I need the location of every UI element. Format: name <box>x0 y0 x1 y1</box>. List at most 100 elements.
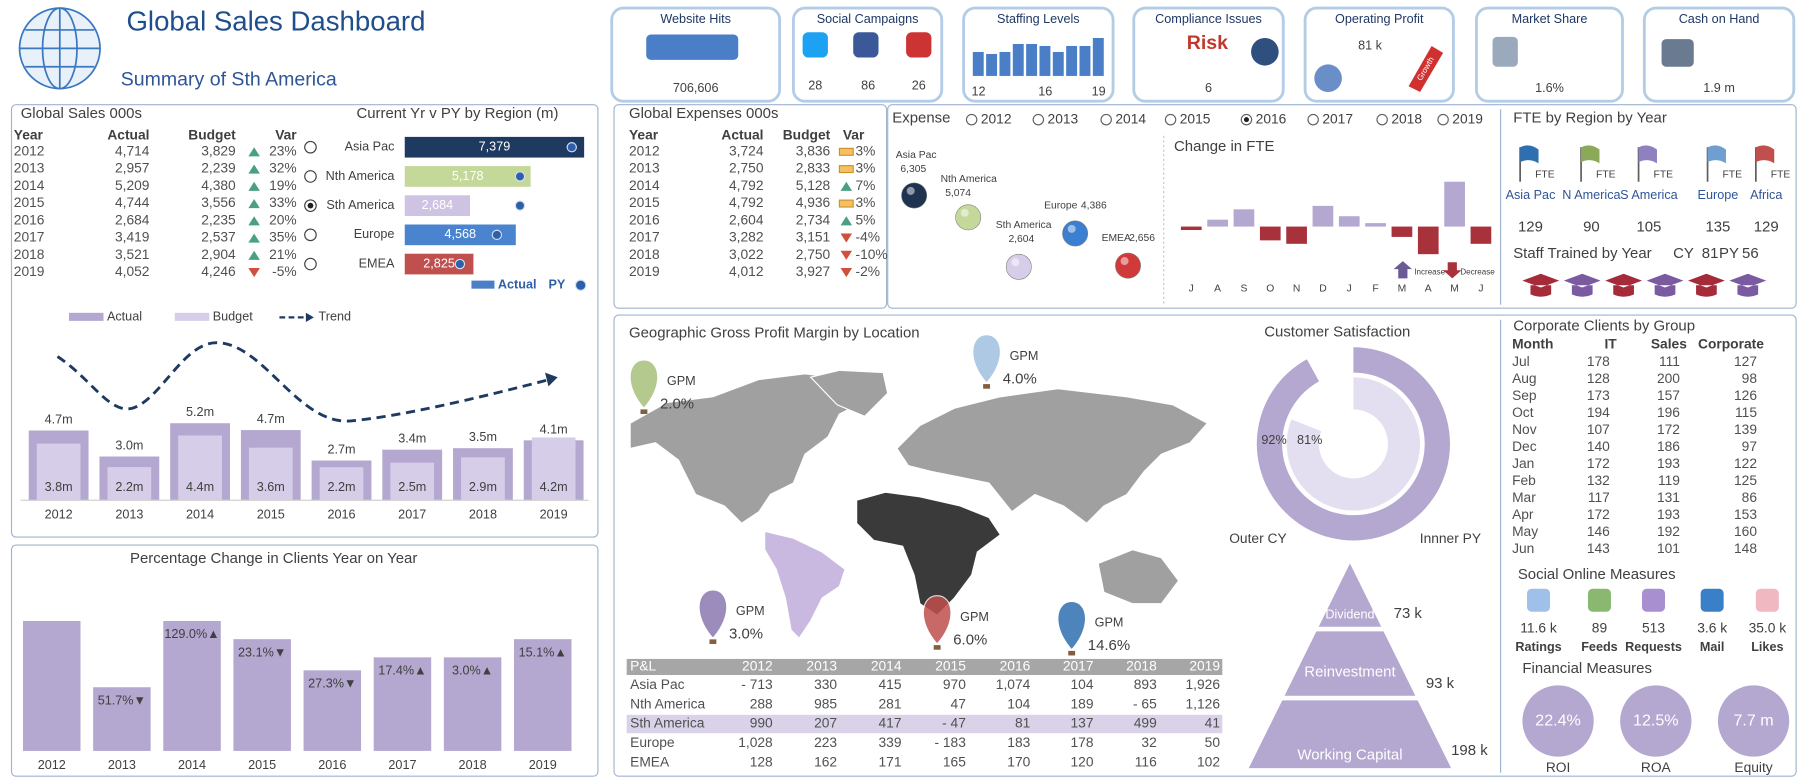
table-cell: 122 <box>1734 456 1757 471</box>
table-cell: May <box>1512 524 1538 539</box>
bubble-label: Europe <box>1044 201 1078 212</box>
region-name: Europe <box>1698 188 1739 202</box>
year-label: 2015 <box>1180 111 1211 126</box>
data-label: 3.8m <box>45 480 73 494</box>
table-cell: 2,235 <box>201 212 236 227</box>
expense-bubble <box>1062 220 1089 247</box>
budget-bar <box>178 435 222 501</box>
kpi-card <box>1642 6 1796 103</box>
var-icon <box>840 181 853 191</box>
fte-change-bar <box>1417 226 1439 255</box>
fte-change-bar <box>1312 205 1334 227</box>
table-cell: 2012 <box>629 143 660 158</box>
pyramid-label: Working Capital <box>1297 746 1402 763</box>
region-radio[interactable] <box>304 257 317 271</box>
table-cell: 32% <box>269 161 297 176</box>
panel-title: Financial Measures <box>1522 660 1652 677</box>
budget-bar <box>36 443 81 501</box>
table-cell: 23% <box>269 143 297 158</box>
table-cell: 81 <box>1015 716 1030 731</box>
table-cell: 970 <box>943 677 966 692</box>
social-icon <box>1700 588 1724 612</box>
table-cell: Asia Pac <box>630 677 684 692</box>
table-cell: 2012 <box>14 143 45 158</box>
kpi-label: Website Hits <box>660 12 731 26</box>
year-radio[interactable] <box>1100 113 1112 126</box>
kpi-label: Social Campaigns <box>817 12 919 26</box>
year-radio[interactable] <box>1437 113 1449 126</box>
data-label: 23.1%▼ <box>238 645 286 659</box>
region-value: 2,825 <box>423 256 455 270</box>
x-tick-label: 2019 <box>529 758 557 772</box>
financial-label: ROI <box>1546 760 1571 775</box>
coins-icon <box>1492 36 1518 67</box>
row-highlight <box>626 714 1223 734</box>
table-cell: 101 <box>1657 541 1680 556</box>
x-tick-label: 2018 <box>469 508 497 522</box>
legend-swatch <box>68 312 104 321</box>
table-cell: 196 <box>1657 405 1680 420</box>
x-tick-label: 2012 <box>38 758 66 772</box>
table-cell: 186 <box>1657 439 1680 454</box>
data-label: 3.0%▲ <box>452 663 493 677</box>
year-radio[interactable] <box>1307 113 1319 126</box>
table-cell: 140 <box>1587 439 1610 454</box>
kpi-card <box>1132 6 1285 103</box>
staffing-bar <box>999 51 1011 76</box>
column-header: 2013 <box>806 659 837 674</box>
fte-change-bar <box>1470 226 1492 244</box>
table-cell: 207 <box>814 716 837 731</box>
x-tick-label: 2017 <box>398 508 426 522</box>
staff-label: PY <box>1719 245 1739 262</box>
table-cell: 170 <box>1007 754 1030 769</box>
balloon-label: GPM <box>736 604 765 618</box>
bubble-value: 4,386 <box>1081 201 1107 212</box>
var-icon <box>840 250 853 260</box>
balloon-value: 4.0% <box>1003 370 1037 387</box>
year-radio[interactable] <box>1376 113 1388 126</box>
pyramid-value: 73 k <box>1394 605 1423 622</box>
region-radio[interactable] <box>304 140 317 154</box>
kpi-card <box>1474 6 1624 103</box>
x-tick-label: 2014 <box>186 508 214 522</box>
kpi-value: 26 <box>912 79 926 93</box>
region-value: 105 <box>1636 219 1661 236</box>
year-radio[interactable] <box>1164 113 1177 126</box>
year-radio[interactable] <box>1032 113 1045 126</box>
data-label: 92% <box>1261 433 1286 447</box>
table-cell: 2,904 <box>201 247 236 262</box>
year-radio[interactable] <box>965 113 978 126</box>
region-radio-dot <box>307 202 314 209</box>
kpi-label: Operating Profit <box>1335 12 1424 26</box>
pyramid-value: 198 k <box>1451 742 1488 759</box>
kpi-value: 1.6% <box>1535 81 1564 95</box>
social-label: Ratings <box>1515 640 1561 654</box>
column-header: 2018 <box>1126 659 1157 674</box>
expense-bubble <box>901 182 928 209</box>
table-cell: 4,936 <box>796 195 831 210</box>
trend-arrow <box>545 372 558 387</box>
flag <box>1638 145 1657 164</box>
region-radio[interactable] <box>304 228 317 242</box>
table-cell: Jan <box>1512 456 1534 471</box>
x-tick-label: M <box>1450 283 1459 294</box>
table-cell: 288 <box>750 696 773 711</box>
py-marker <box>566 142 577 153</box>
staff-value: 56 <box>1742 245 1759 262</box>
money-icon <box>1314 64 1342 93</box>
chart-title: Geographic Gross Profit Margin by Locati… <box>629 324 920 341</box>
table-cell: 2,604 <box>729 212 764 227</box>
table-cell: 126 <box>1734 388 1757 403</box>
table-cell: 3,521 <box>115 247 150 262</box>
social-icon <box>853 32 879 58</box>
region-radio[interactable] <box>304 170 317 183</box>
table-cell: 3,151 <box>796 230 831 245</box>
table-cell: 7% <box>856 178 876 193</box>
table-cell: 3,282 <box>729 230 764 245</box>
legend-label: Actual <box>107 310 142 324</box>
table-cell: 146 <box>1587 524 1610 539</box>
table-cell: 143 <box>1587 541 1610 556</box>
flag <box>1581 145 1600 164</box>
x-tick-label: J <box>1189 283 1194 294</box>
staffing-bar <box>1012 43 1024 76</box>
